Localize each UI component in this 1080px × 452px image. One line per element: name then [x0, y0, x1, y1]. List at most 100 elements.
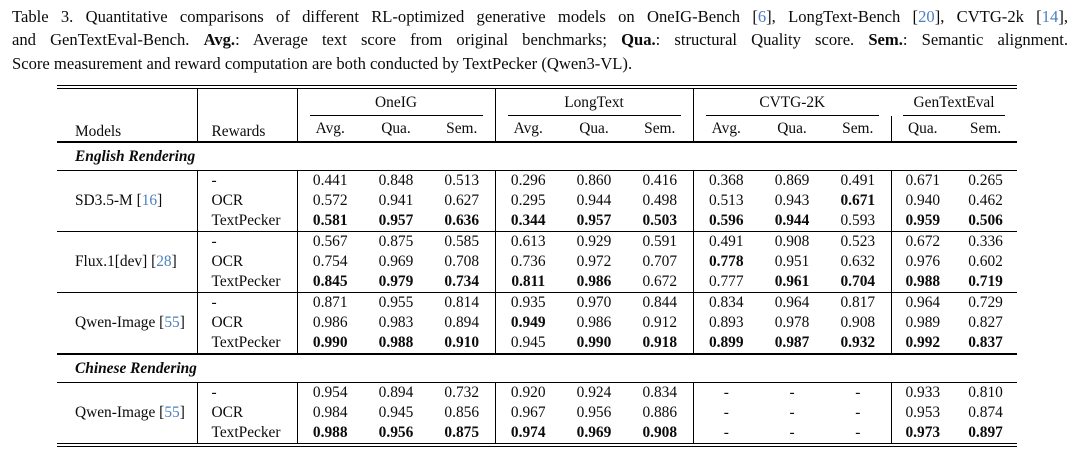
section-header-english-rendering: English Rendering — [57, 142, 1018, 172]
score-cell: 0.945 — [378, 404, 414, 422]
score-cell: 0.814 — [444, 294, 480, 312]
reward-label: - — [197, 382, 298, 404]
score-cell: 0.736 — [494, 252, 561, 273]
score-cell: 0.593 — [825, 211, 892, 233]
score-cell: 0.978 — [774, 314, 810, 332]
score-cell: - — [692, 403, 760, 424]
citation-link[interactable]: 55 — [164, 314, 180, 332]
score-cell: 0.969 — [378, 253, 414, 271]
score-cell: 0.875 — [444, 424, 480, 442]
table-row: OCR 0.984 0.945 0.856 0.967 0.956 0.886- - -0.95… — [57, 403, 1017, 424]
citation-link[interactable]: 20 — [918, 7, 935, 26]
score-cell: 0.513 — [444, 172, 480, 190]
score-cell: 0.523 — [840, 233, 876, 251]
model-name: SD3.5-M [16] — [57, 170, 198, 233]
col-header-rewards: Rewards — [197, 89, 298, 144]
score-cell: 0.295 — [494, 191, 561, 212]
col-header-cvtg-2k-avg: Avg. — [692, 116, 760, 144]
caption-text: Avg. — [203, 30, 236, 50]
score-cell: 0.935 — [494, 292, 561, 314]
score-cell: - — [692, 382, 760, 404]
table-row: TextPecker 0.845 0.979 0.734 0.811 0.986 0.672… — [57, 272, 1018, 294]
score-cell: 0.992 — [890, 333, 955, 356]
reward-label: TextPecker — [197, 272, 298, 294]
citation-link[interactable]: 28 — [156, 253, 172, 271]
caption-line-1: Table 3. Quantitative comparisons of dif… — [12, 5, 1068, 28]
score-cell: - — [789, 424, 795, 442]
score-cell: 0.265 — [968, 172, 1003, 190]
table-row: TextPecker 0.581 0.957 0.636 0.344 0.957 0.503… — [57, 211, 1018, 233]
score-cell: 0.671 — [840, 192, 876, 210]
table-caption: Table 3. Quantitative comparisons of dif… — [12, 5, 1068, 75]
score-cell: 0.979 — [363, 272, 429, 294]
score-cell: 0.591 — [642, 233, 678, 251]
model-name-text: ] — [157, 192, 163, 210]
score-cell: 0.899 — [692, 333, 760, 356]
score-cell: 0.848 — [378, 172, 414, 190]
score-cell: 0.908 — [840, 314, 876, 332]
score-cell: 0.871 — [312, 294, 348, 312]
section-title: Chinese Rendering — [75, 359, 197, 377]
score-cell: - — [855, 424, 861, 442]
score-cell: 0.912 — [642, 314, 678, 332]
model-name-text: Qwen-Image [ — [75, 404, 165, 422]
citation-link[interactable]: 55 — [164, 404, 180, 422]
score-cell: 0.344 — [494, 211, 561, 233]
score-cell: 0.513 — [692, 191, 760, 212]
score-cell: 0.932 — [825, 333, 892, 356]
score-cell: 0.908 — [774, 233, 810, 251]
score-cell: 0.441 — [312, 172, 348, 190]
score-cell: 0.368 — [692, 170, 760, 192]
score-cell: 0.908 — [642, 424, 678, 442]
score-cell: 0.869 — [774, 172, 810, 190]
score-cell: 0.943 — [774, 192, 810, 210]
score-cell: 0.581 — [297, 211, 363, 233]
reward-label: - — [197, 231, 298, 253]
score-cell: 0.810 — [968, 384, 1003, 402]
score-cell: 0.988 — [363, 333, 429, 356]
col-header-oneig-qua: Qua. — [363, 116, 429, 144]
col-header-longtext-qua: Qua. — [561, 116, 627, 144]
group-header-cvtg-2k: CVTG-2K — [692, 89, 892, 117]
citation-link[interactable]: 6 — [757, 7, 767, 26]
caption-text: : Average text score from original bench… — [235, 30, 622, 50]
col-header-longtext-avg: Avg. — [494, 116, 561, 144]
reward-label: - — [197, 292, 298, 314]
citation-link[interactable]: 16 — [141, 192, 158, 210]
score-cell: 0.613 — [494, 231, 561, 253]
score-cell: 0.897 — [968, 424, 1003, 442]
score-cell: - — [692, 423, 760, 444]
model-name-text: Qwen-Image [ — [75, 314, 165, 332]
table-row: SD3.5-M [16] -0.441 0.848 0.513 0.296 0.860 0.… — [57, 170, 1017, 233]
score-cell: 0.336 — [968, 233, 1003, 251]
group-header-label: CVTG-2K — [705, 94, 880, 117]
score-cell: 0.941 — [378, 192, 414, 210]
score-cell: 0.944 — [576, 192, 612, 210]
score-cell: 0.924 — [576, 384, 612, 402]
score-cell: 0.707 — [642, 253, 678, 271]
score-cell: 0.967 — [494, 403, 561, 424]
group-header-longtext: LongText — [494, 89, 694, 117]
caption-text: and GenTextEval-Bench. — [12, 30, 204, 50]
score-cell: 0.886 — [642, 404, 678, 422]
score-cell: 0.811 — [494, 272, 561, 294]
score-cell: 0.416 — [642, 172, 678, 190]
score-cell: 0.918 — [627, 333, 694, 356]
reward-label: - — [197, 170, 298, 192]
model-name: Qwen-Image [55] — [57, 292, 198, 356]
score-cell: 0.734 — [429, 272, 495, 294]
results-table-frame: Models Rewards OneIG LongText CVTG-2K GenText… — [57, 85, 1018, 448]
score-cell: 0.987 — [759, 333, 826, 356]
score-cell: 0.986 — [312, 314, 348, 332]
citation-link[interactable]: 14 — [1041, 7, 1059, 26]
score-cell: 0.874 — [968, 404, 1003, 422]
score-cell: 0.957 — [363, 211, 429, 233]
col-header-models: Models — [57, 89, 198, 144]
score-cell: 0.988 — [890, 272, 955, 294]
score-cell: 0.957 — [561, 211, 627, 233]
table-row: Qwen-Image [55] -0.954 0.894 0.732 0.920 0.92… — [57, 382, 1017, 444]
score-cell: 0.970 — [576, 294, 612, 312]
score-cell: 0.969 — [576, 424, 612, 442]
score-cell: 0.953 — [890, 403, 955, 424]
score-cell: 0.729 — [968, 294, 1003, 312]
